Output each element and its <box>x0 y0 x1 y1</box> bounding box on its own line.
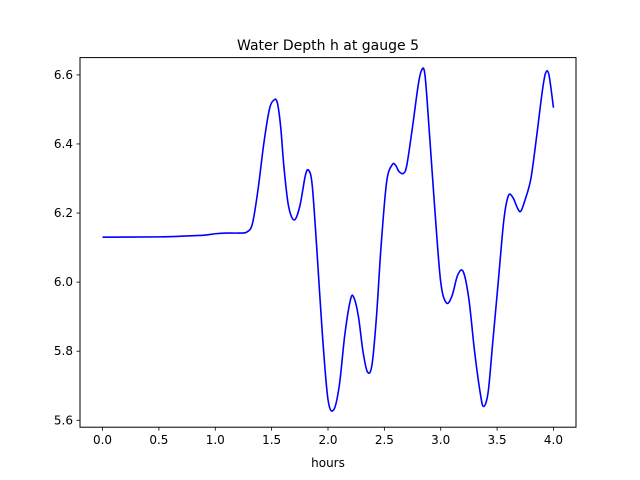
y-tick-label: 5.6 <box>54 413 73 427</box>
y-tick-label: 5.8 <box>54 344 73 358</box>
x-axis-label: hours <box>311 456 345 470</box>
x-tick-label: 1.5 <box>262 433 281 447</box>
x-tick-label: 2.5 <box>375 433 394 447</box>
y-tick-label: 6.4 <box>54 137 73 151</box>
x-axis: 0.0 0.5 1.0 1.5 2.0 2.5 3.0 3.5 4.0 <box>93 427 563 447</box>
x-tick-label: 0.0 <box>93 433 112 447</box>
x-tick-label: 1.0 <box>206 433 225 447</box>
series-layer <box>102 67 555 412</box>
y-axis: 5.6 5.8 6.0 6.2 6.4 6.6 <box>54 68 80 427</box>
x-tick-label: 4.0 <box>544 433 563 447</box>
y-tick-label: 6.2 <box>54 206 73 220</box>
x-tick-label: 3.0 <box>431 433 450 447</box>
x-tick-label: 3.5 <box>488 433 507 447</box>
series-line <box>102 67 555 412</box>
x-tick-label: 0.5 <box>149 433 168 447</box>
chart-title: Water Depth h at gauge 5 <box>237 38 419 54</box>
y-tick-label: 6.6 <box>54 68 73 82</box>
y-tick-label: 6.0 <box>54 275 73 289</box>
x-tick-label: 2.0 <box>318 433 337 447</box>
